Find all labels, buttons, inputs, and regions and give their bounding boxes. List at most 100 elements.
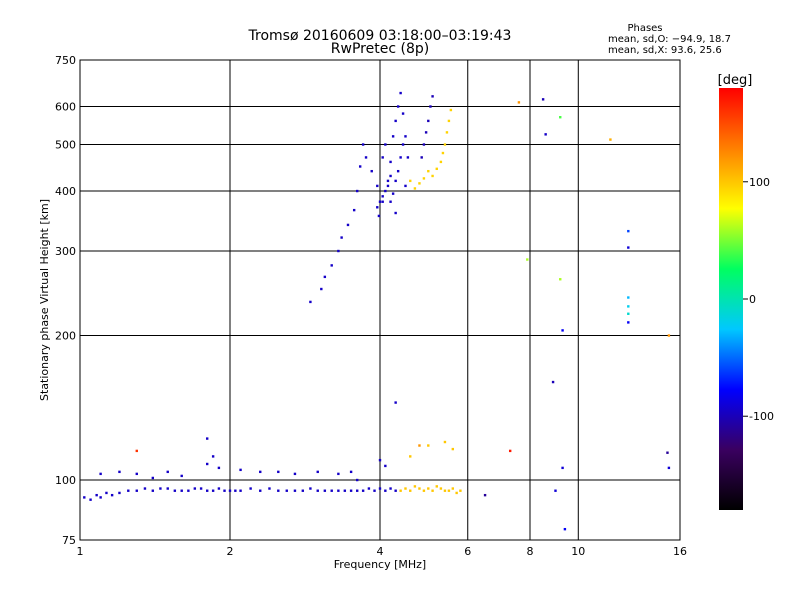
data-point (135, 472, 138, 476)
data-point (367, 487, 371, 490)
data-point (127, 489, 130, 492)
data-point (429, 105, 432, 108)
data-point (118, 491, 121, 495)
data-point (544, 133, 547, 136)
data-point (627, 296, 630, 299)
data-point (424, 131, 428, 134)
data-point (364, 156, 368, 159)
data-point (83, 496, 86, 499)
data-point (346, 223, 350, 227)
data-point (277, 470, 280, 474)
data-point (309, 300, 312, 304)
y-tick-label: 300 (55, 245, 76, 258)
data-point (381, 195, 384, 198)
data-point (249, 487, 252, 490)
data-point (355, 478, 359, 482)
data-point (451, 487, 455, 490)
data-point (627, 305, 630, 308)
data-point (373, 489, 376, 492)
data-point (340, 236, 343, 239)
data-point (427, 119, 430, 123)
data-point (394, 489, 397, 492)
data-point (401, 112, 405, 115)
data-point (609, 138, 612, 141)
x-tick-label: 1 (77, 545, 84, 558)
y-axis-label: Stationary phase Virtual Height [km] (38, 199, 51, 401)
x-tick-label: 2 (227, 545, 234, 558)
data-point (180, 474, 183, 478)
data-point (439, 160, 443, 164)
data-point (259, 470, 262, 474)
data-point (277, 489, 280, 492)
data-point (394, 119, 397, 123)
data-point (268, 487, 271, 490)
data-point (443, 143, 447, 146)
data-point (443, 489, 447, 492)
data-point (293, 472, 297, 476)
data-point (205, 437, 209, 440)
data-point (95, 493, 98, 497)
data-point (541, 98, 545, 101)
data-point (205, 462, 209, 466)
data-point (422, 489, 426, 492)
data-point (361, 143, 365, 146)
data-point (386, 179, 390, 183)
data-point (399, 156, 402, 159)
data-point (667, 334, 671, 337)
data-point (431, 489, 434, 492)
data-point (396, 169, 400, 173)
data-point (551, 380, 555, 384)
data-point (330, 489, 333, 492)
data-point (223, 489, 226, 492)
data-point (99, 472, 102, 476)
data-point (455, 491, 458, 495)
data-point (376, 184, 379, 188)
data-point (389, 160, 392, 164)
data-point (211, 455, 215, 458)
data-point (627, 312, 630, 315)
data-point (418, 444, 421, 447)
y-tick-label: 600 (55, 101, 76, 114)
data-point (316, 470, 319, 474)
y-tick-label: 200 (55, 330, 76, 343)
data-point (667, 466, 671, 470)
y-tick-label: 400 (55, 185, 76, 198)
data-point (330, 264, 333, 267)
data-point (358, 165, 362, 168)
data-point (199, 487, 203, 490)
data-point (323, 275, 327, 279)
data-point (406, 156, 410, 159)
data-point (418, 487, 421, 490)
data-point (343, 489, 347, 492)
y-tick-label: 500 (55, 139, 76, 152)
data-point (666, 451, 669, 454)
data-point (205, 489, 209, 492)
data-point (508, 449, 512, 453)
data-point (217, 466, 221, 470)
data-point (378, 200, 382, 203)
data-point (370, 169, 373, 173)
data-point (234, 489, 237, 492)
data-point (517, 101, 521, 104)
data-point (384, 143, 387, 146)
data-point (323, 489, 327, 492)
data-point (399, 91, 402, 95)
data-point (110, 493, 114, 497)
data-point (89, 498, 92, 501)
data-point (337, 249, 340, 253)
data-points (83, 91, 671, 531)
data-point (377, 214, 381, 218)
data-point (431, 174, 434, 178)
data-point (211, 489, 215, 492)
phase-info-x: mean, sd,X: 93.6, 25.6 (608, 45, 722, 56)
data-point (376, 206, 379, 209)
y-tick-labels: 75 100 200 300 400 500 600 750 (55, 54, 76, 547)
y-tick-label: 100 (55, 474, 76, 487)
data-point (337, 472, 340, 476)
data-point (404, 135, 407, 138)
data-point (166, 487, 169, 490)
data-point (435, 485, 438, 488)
data-point (483, 493, 487, 497)
x-tick-label: 4 (377, 545, 384, 558)
data-point (384, 189, 387, 193)
